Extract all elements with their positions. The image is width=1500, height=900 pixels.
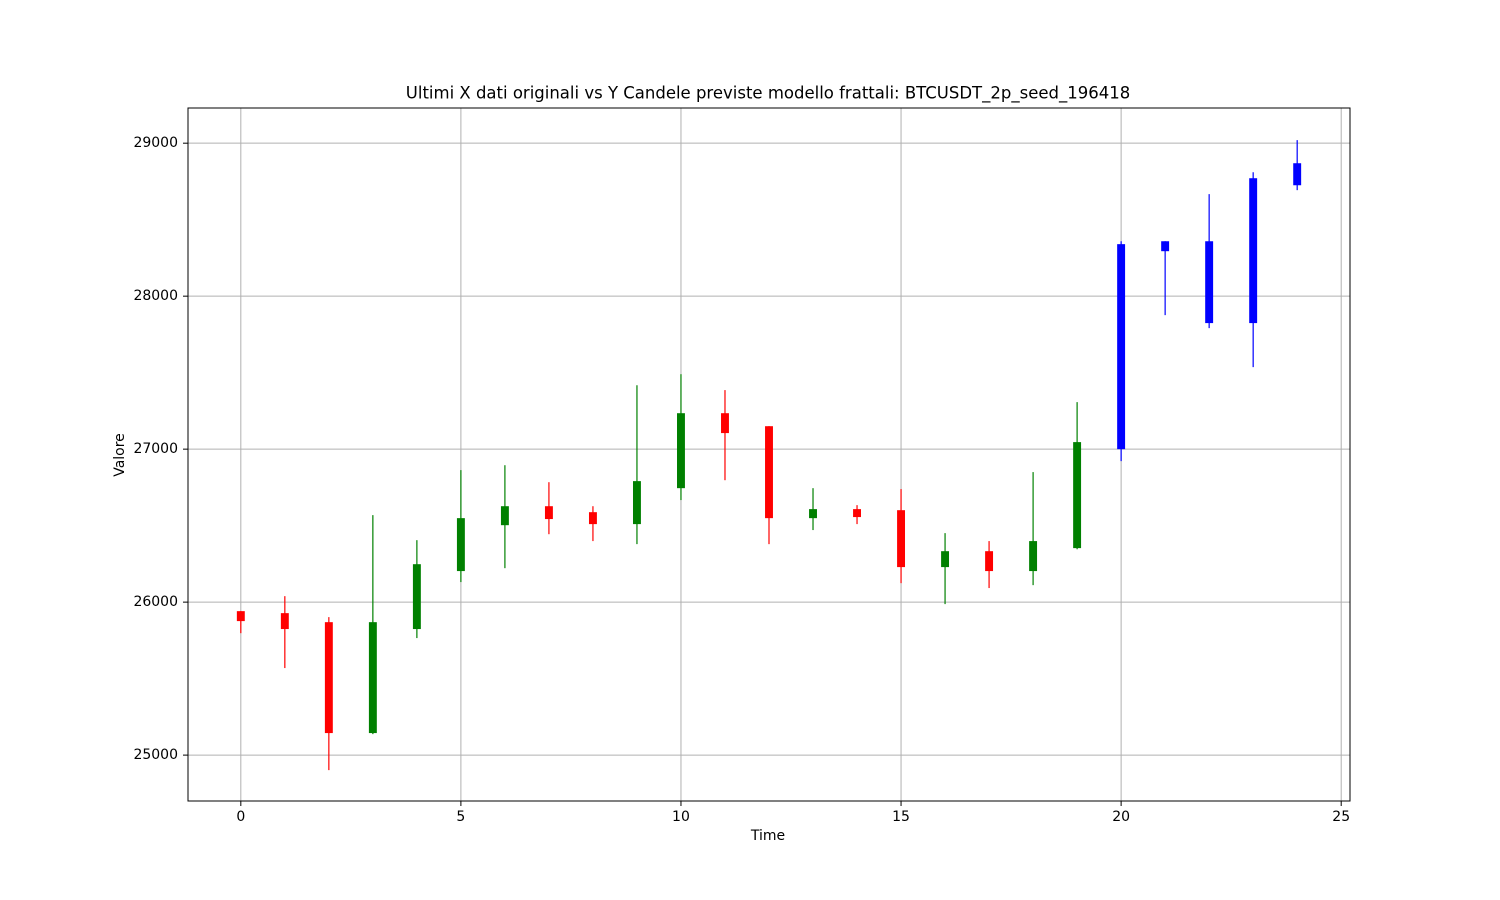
candle-body	[544, 506, 553, 520]
candle-body	[1029, 541, 1038, 572]
y-tick-label: 28000	[133, 288, 178, 304]
candle-body	[1249, 178, 1258, 324]
candle-body	[721, 413, 729, 434]
candle-body	[368, 622, 377, 734]
candle-body	[324, 622, 333, 734]
candle-body	[500, 506, 509, 526]
candle-body	[632, 481, 641, 525]
y-tick-label: 26000	[133, 594, 178, 610]
plot-frame	[187, 107, 1351, 802]
candle-body	[1293, 163, 1302, 186]
candle-body	[941, 551, 950, 568]
y-axis-label: Valore	[112, 433, 128, 477]
chart-title: Ultimi X dati originali vs Y Candele pre…	[406, 84, 1130, 104]
candle-body	[1205, 241, 1214, 324]
x-tick-label: 0	[236, 809, 245, 825]
x-tick-label: 20	[1112, 809, 1130, 825]
candle-body	[677, 413, 685, 489]
candle-body	[1161, 241, 1170, 252]
candle-body	[853, 509, 861, 518]
y-tick-label: 25000	[133, 747, 178, 763]
candle-body	[280, 613, 289, 630]
candle-body	[236, 611, 245, 622]
candle-body	[456, 518, 465, 572]
candle-body	[765, 426, 773, 519]
x-tick-label: 5	[456, 809, 465, 825]
candle-body	[897, 510, 906, 568]
x-tick-label: 15	[892, 809, 910, 825]
candle-body	[588, 512, 597, 525]
y-tick-label: 27000	[133, 441, 178, 457]
x-axis-label: Time	[750, 828, 785, 844]
y-tick-label: 29000	[133, 135, 178, 151]
candle-body	[1073, 442, 1082, 549]
x-tick-label: 10	[672, 809, 690, 825]
candle-body	[809, 509, 817, 519]
candle-body	[985, 551, 994, 572]
candle-body	[412, 564, 421, 630]
x-tick-label: 25	[1332, 809, 1350, 825]
candle-body	[1117, 244, 1126, 450]
